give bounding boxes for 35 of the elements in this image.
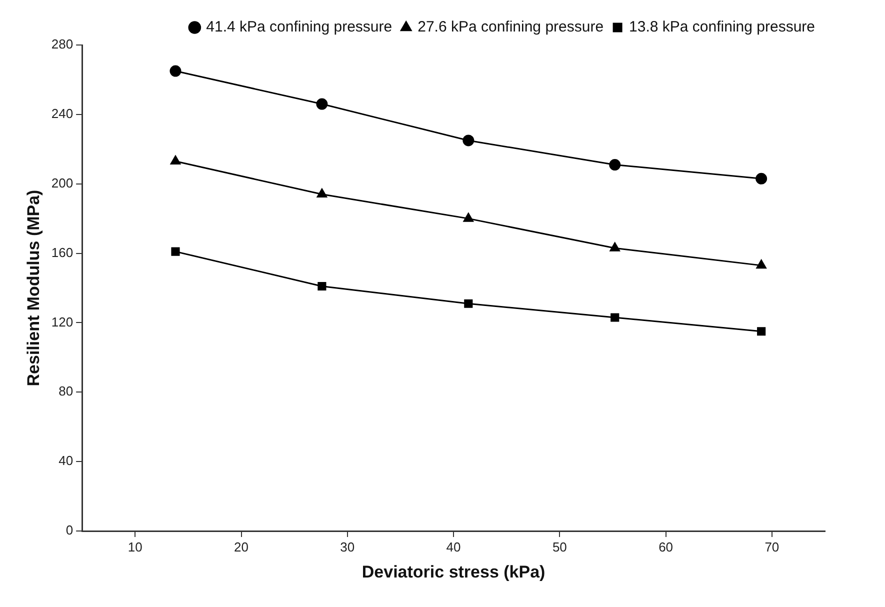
point	[171, 247, 180, 256]
point	[756, 260, 766, 269]
legend-label: 27.6 kPa confining pressure	[418, 18, 604, 36]
point	[756, 172, 768, 184]
y-tick-label: 160	[51, 244, 74, 260]
y-tick-label: 120	[51, 314, 74, 330]
x-axis-title: Deviatoric stress (kPa)	[362, 562, 546, 582]
x-tick-label: 70	[764, 539, 780, 554]
y-tick-label: 40	[58, 453, 74, 468]
point	[463, 212, 474, 222]
point	[462, 134, 474, 146]
legend-label: 13.8 kPa confining pressure	[629, 18, 816, 36]
y-tick-label: 240	[51, 106, 74, 122]
x-tick-label: 20	[234, 539, 249, 554]
legend-label: 41.4 kPa confining pressure	[206, 18, 392, 36]
point	[610, 242, 620, 252]
point	[170, 65, 182, 77]
point	[170, 156, 181, 165]
point	[318, 282, 326, 291]
point	[316, 188, 328, 198]
y-tick-label: 280	[51, 36, 74, 52]
point	[316, 98, 328, 110]
x-tick-label: 40	[446, 539, 461, 554]
x-tick-label: 30	[340, 539, 355, 554]
y-tick-label: 0	[66, 522, 74, 538]
point	[609, 159, 621, 171]
point	[610, 313, 620, 322]
point	[464, 299, 473, 308]
y-tick-label: 80	[58, 384, 74, 399]
point	[757, 327, 766, 336]
x-tick-label: 10	[128, 539, 142, 554]
x-tick-label: 50	[552, 539, 567, 554]
y-axis-title: Resilient Modulus (MPa)	[24, 190, 43, 386]
y-tick-label: 200	[51, 175, 74, 190]
x-tick-label: 60	[658, 539, 674, 554]
